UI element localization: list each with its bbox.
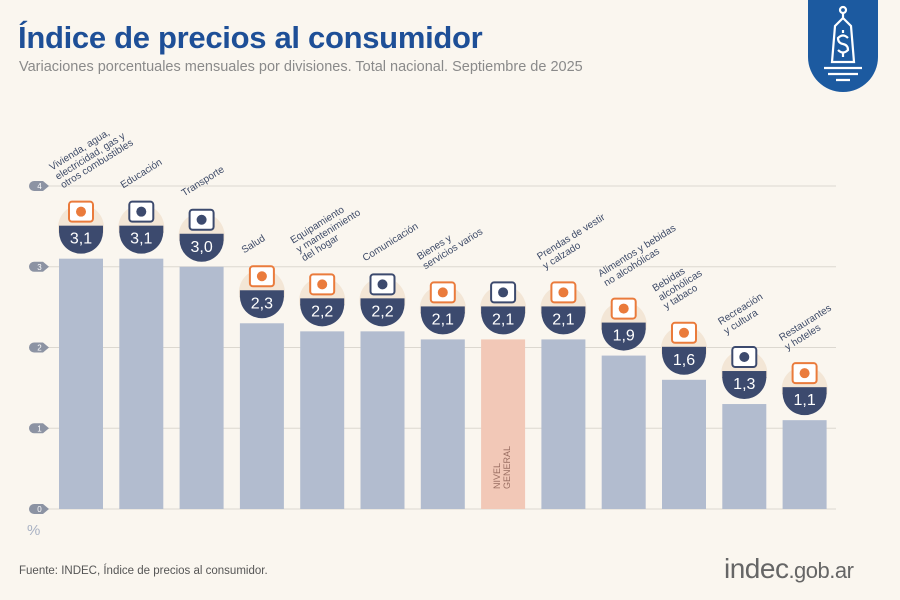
- value-bubble: 1,6: [661, 321, 707, 375]
- bar: [601, 355, 646, 509]
- y-tick-label: 0: [37, 505, 42, 514]
- value-bubble: 2,1: [540, 281, 587, 335]
- y-tick: 1: [29, 423, 49, 434]
- data-label: 2,3: [251, 295, 273, 312]
- recreation-icon: [731, 346, 758, 369]
- logo-badge: [808, 0, 878, 92]
- communication-phone-icon: [369, 273, 396, 296]
- bar-label-nivel-general: NIVEL GENERAL: [492, 445, 513, 489]
- value-bubble: 1,3: [721, 346, 768, 400]
- value-bubble: 1,9: [600, 297, 647, 351]
- y-tick: 2: [29, 342, 49, 353]
- y-tick-label: 2: [37, 344, 42, 353]
- bar: [722, 404, 767, 509]
- data-label: 2,2: [371, 303, 393, 320]
- y-tick: 3: [29, 261, 49, 272]
- bar: [300, 331, 345, 509]
- data-label: 3,1: [130, 231, 152, 248]
- value-bubble: 1,1: [781, 362, 828, 416]
- bar: [420, 339, 465, 509]
- personal-care-icon: [429, 281, 456, 304]
- data-label: 2,1: [432, 311, 454, 328]
- value-bubble: 3,1: [58, 200, 104, 254]
- data-label: 2,1: [552, 311, 574, 328]
- source-note: Fuente: INDEC, Índice de precios al cons…: [19, 565, 268, 577]
- value-bubble: 2,1: [480, 281, 527, 335]
- data-label: 1,1: [793, 392, 815, 409]
- household-equipment-icon: [309, 273, 336, 296]
- brand-main: indec: [724, 553, 789, 584]
- bar: [360, 331, 405, 509]
- data-label: 3,0: [190, 239, 212, 256]
- alcohol-tobacco-icon: [671, 321, 697, 344]
- data-label: 2,2: [311, 303, 333, 320]
- health-icon: [248, 265, 275, 288]
- value-bubble: 3,1: [118, 200, 165, 254]
- value-bubble: 3,0: [178, 208, 225, 262]
- restaurant-hotel-icon: [791, 362, 818, 385]
- brand-suffix: .gob.ar: [788, 558, 854, 583]
- data-label: 1,9: [613, 328, 635, 345]
- y-axis-unit: %: [27, 522, 41, 539]
- bar-nivel-general: [481, 339, 526, 509]
- y-tick: 0: [29, 504, 49, 514]
- value-bubble: 2,3: [238, 265, 285, 319]
- page-title: Índice de precios al consumidor: [18, 20, 483, 55]
- y-tick-label: 1: [37, 424, 42, 433]
- price-tag-dollar-icon: [824, 5, 862, 82]
- value-bubble: 2,2: [299, 273, 346, 327]
- bar: [541, 339, 586, 509]
- value-bubble: 2,2: [359, 273, 406, 327]
- brand-logo: indec.gob.ar: [724, 553, 854, 585]
- data-label: 1,3: [733, 376, 755, 393]
- y-tick: 4: [29, 181, 49, 191]
- data-label: 2,1: [492, 311, 514, 328]
- y-tick-label: 3: [37, 263, 42, 272]
- bar: [239, 323, 284, 509]
- education-icon: [128, 200, 155, 223]
- bar: [179, 266, 224, 509]
- page-subtitle: Variaciones porcentuales mensuales por d…: [19, 59, 583, 75]
- data-label: 3,1: [70, 231, 92, 248]
- bar: [119, 258, 164, 509]
- food-icon: [610, 297, 637, 320]
- bar: [59, 258, 103, 509]
- y-tick-label: 4: [37, 182, 42, 191]
- shopping-basket-icon: [490, 281, 517, 304]
- transport-icon: [188, 208, 215, 231]
- clothing-icon: [550, 281, 577, 304]
- bar: [782, 420, 827, 509]
- house-utilities-icon: [68, 200, 94, 223]
- bar: [662, 379, 706, 509]
- data-label: 1,6: [673, 352, 695, 369]
- value-bubble: 2,1: [419, 281, 466, 335]
